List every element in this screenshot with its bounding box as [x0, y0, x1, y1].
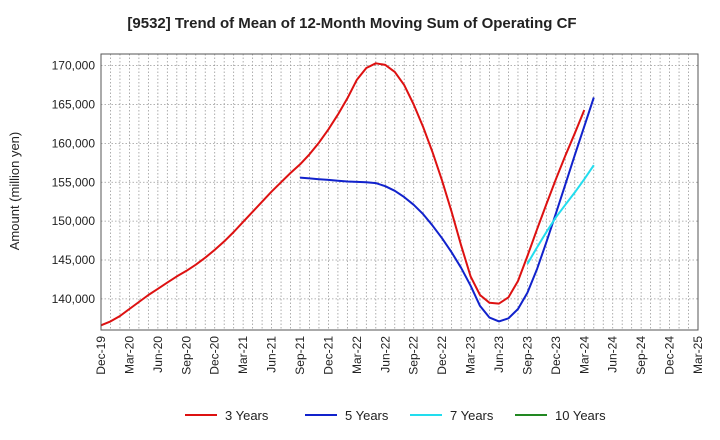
- y-tick-label: 150,000: [52, 214, 96, 228]
- x-tick-label: Jun-22: [378, 336, 392, 373]
- x-tick-label: Jun-24: [606, 336, 620, 373]
- series-line-5-years: [299, 97, 595, 323]
- x-tick-label: Mar-25: [691, 336, 705, 374]
- x-tick-label: Dec-22: [435, 336, 449, 375]
- x-tick-label: Sep-20: [179, 336, 193, 375]
- y-tick-label: 165,000: [52, 98, 96, 112]
- x-tick-label: Jun-21: [265, 336, 279, 373]
- legend: 3 Years 5 Years 7 Years 10 Years: [185, 408, 606, 423]
- y-tick-label: 155,000: [52, 175, 96, 189]
- x-tick-label: Mar-20: [122, 336, 136, 374]
- legend-label: 3 Years: [225, 408, 269, 423]
- series-lines: [100, 62, 595, 327]
- grid-lines: [101, 54, 698, 330]
- x-tick-labels: Dec-19 Mar-20 Jun-20 Sep-20 Dec-20 Mar-21 Jun-…: [94, 336, 705, 375]
- x-tick-label: Jun-20: [151, 336, 165, 373]
- legend-label: 7 Years: [450, 408, 494, 423]
- x-tick-label: Sep-23: [520, 336, 534, 375]
- x-tick-label: Jun-23: [492, 336, 506, 373]
- x-tick-label: Sep-22: [407, 336, 421, 375]
- x-tick-label: Dec-23: [549, 336, 563, 375]
- x-tick-label: Dec-20: [208, 336, 222, 375]
- series-line-7-years: [526, 164, 595, 265]
- x-tick-label: Mar-23: [464, 336, 478, 374]
- legend-label: 5 Years: [345, 408, 389, 423]
- legend-label: 10 Years: [555, 408, 606, 423]
- x-tick-label: Mar-21: [236, 336, 250, 374]
- x-tick-label: Mar-24: [577, 336, 591, 374]
- x-tick-label: Dec-21: [321, 336, 335, 375]
- y-axis-label: Amount (million yen): [7, 132, 22, 251]
- x-tick-label: Sep-21: [293, 336, 307, 375]
- x-tick-label: Dec-24: [663, 336, 677, 375]
- y-tick-label: 140,000: [52, 292, 96, 306]
- y-tick-labels: 140,000 145,000 150,000 155,000 160,000 165,0…: [52, 59, 96, 306]
- series-line-3-years: [100, 62, 586, 327]
- x-tick-label: Mar-22: [350, 336, 364, 374]
- x-tick-label: Sep-24: [634, 336, 648, 375]
- y-tick-label: 160,000: [52, 136, 96, 150]
- y-tick-label: 170,000: [52, 59, 96, 73]
- chart-title: [9532] Trend of Mean of 12-Month Moving …: [127, 15, 576, 32]
- plot-frame: [100, 53, 699, 331]
- y-tick-label: 145,000: [52, 253, 96, 267]
- x-tick-label: Dec-19: [94, 336, 108, 375]
